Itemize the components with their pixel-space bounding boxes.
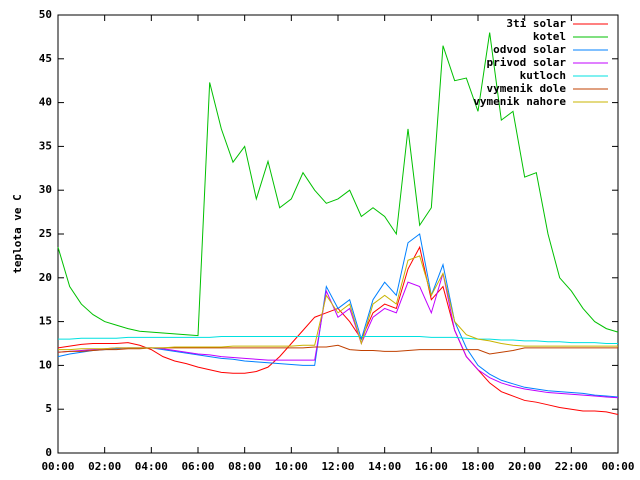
legend-label: vymenik dole	[487, 82, 567, 95]
series-line	[57, 273, 619, 399]
x-tick-label: 10:00	[275, 460, 308, 473]
y-tick-label: 30	[39, 183, 52, 196]
series-line	[57, 32, 619, 337]
legend-label: odvod solar	[493, 43, 566, 56]
series-line	[58, 335, 618, 344]
x-tick-label: 06:00	[181, 460, 214, 473]
legend-label: kutloch	[520, 69, 566, 82]
y-tick-label: 5	[45, 402, 52, 415]
x-tick-label: 14:00	[368, 460, 401, 473]
legend-label: kotel	[533, 30, 566, 43]
y-tick-label: 15	[39, 315, 52, 328]
x-tick-label: 00:00	[601, 460, 634, 473]
y-axis-label: teplota ve C	[11, 194, 24, 273]
series-line	[57, 233, 619, 398]
x-tick-label: 12:00	[321, 460, 354, 473]
y-tick-label: 40	[39, 96, 52, 109]
y-tick-label: 0	[45, 446, 52, 459]
x-tick-label: 08:00	[228, 460, 261, 473]
series-line	[57, 245, 619, 415]
y-tick-label: 45	[39, 52, 52, 65]
series-line	[58, 255, 618, 351]
x-tick-label: 16:00	[415, 460, 448, 473]
legend-label: vymenik nahore	[473, 95, 566, 108]
x-tick-label: 20:00	[508, 460, 541, 473]
y-tick-label: 20	[39, 271, 52, 284]
y-tick-label: 25	[39, 227, 52, 240]
y-tick-label: 35	[39, 139, 52, 152]
x-tick-label: 02:00	[88, 460, 121, 473]
y-tick-label: 50	[39, 8, 52, 21]
x-tick-label: 04:00	[135, 460, 168, 473]
y-tick-label: 10	[39, 358, 52, 371]
x-tick-label: 18:00	[461, 460, 494, 473]
legend-label: 3ti solar	[506, 17, 566, 30]
legend-label: privod solar	[487, 56, 567, 69]
x-tick-label: 00:00	[41, 460, 74, 473]
x-tick-label: 22:00	[555, 460, 588, 473]
